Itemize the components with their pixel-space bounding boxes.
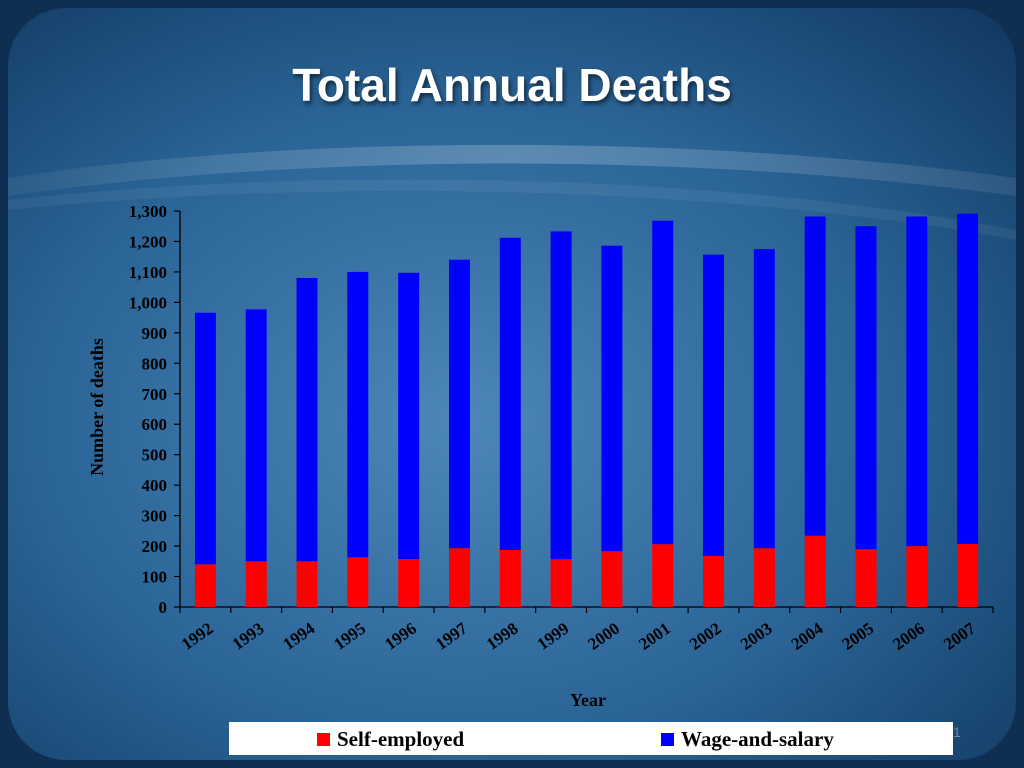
x-tick-label: 2006 (889, 619, 928, 654)
y-tick-label: 900 (142, 324, 168, 343)
y-tick-label: 0 (159, 598, 168, 617)
bar-self-employed (550, 559, 572, 607)
y-tick-label: 700 (142, 385, 168, 404)
bar-self-employed (957, 543, 979, 607)
x-axis-title: Year (570, 690, 606, 710)
y-tick-label: 600 (142, 415, 168, 434)
x-tick-label: 1996 (381, 619, 420, 654)
x-tick-label: 1999 (534, 619, 573, 654)
x-tick-label: 2000 (584, 619, 623, 654)
legend: Self-employed Wage-and-salary (229, 722, 953, 755)
decorative-arc-lower (8, 179, 1016, 240)
bar-wage-and-salary (347, 271, 369, 558)
bar-self-employed (296, 561, 318, 607)
bar-wage-and-salary (652, 220, 674, 545)
bar-self-employed (245, 561, 267, 607)
bar-wage-and-salary (703, 254, 724, 556)
x-tick-label: 2002 (686, 619, 725, 654)
bar-wage-and-salary (398, 272, 420, 560)
x-tick-label: 2004 (788, 618, 827, 653)
legend-item-wage-and-salary: Wage-and-salary (661, 727, 834, 752)
slide-title: Total Annual Deaths (292, 59, 732, 111)
y-tick-label: 800 (142, 354, 168, 373)
y-tick-label: 1,200 (129, 232, 167, 251)
y-tick-label: 300 (142, 507, 168, 526)
legend-swatch-self-employed (317, 733, 330, 746)
x-tick-label: 1997 (432, 618, 471, 653)
x-tick-label: 1995 (330, 619, 369, 654)
bar-self-employed (804, 535, 826, 607)
bar-wage-and-salary (804, 216, 826, 536)
bar-wage-and-salary (855, 226, 877, 550)
bar-self-employed (753, 548, 775, 607)
bar-self-employed (601, 551, 623, 607)
y-tick-label: 100 (142, 568, 168, 587)
bar-wage-and-salary (449, 259, 470, 549)
y-axis-title: Number of deaths (87, 338, 107, 476)
legend-item-self-employed: Self-employed (317, 727, 464, 752)
legend-label-wage-and-salary: Wage-and-salary (681, 727, 834, 751)
x-tick-label: 2001 (635, 619, 674, 654)
x-tick-label: 2007 (940, 618, 979, 653)
bar-wage-and-salary (753, 249, 775, 549)
bar-self-employed (703, 555, 724, 607)
bar-self-employed (398, 559, 420, 607)
x-tick-label: 2003 (737, 619, 776, 654)
bar-wage-and-salary (906, 216, 928, 547)
bar-self-employed (652, 544, 674, 607)
y-tick-label: 400 (142, 476, 168, 495)
bar-wage-and-salary (245, 309, 267, 562)
y-tick-label: 1,000 (129, 293, 167, 312)
x-tick-label: 2005 (839, 619, 878, 654)
bar-wage-and-salary (194, 312, 216, 565)
y-tick-label: 1,300 (129, 202, 167, 221)
y-tick-label: 1,100 (129, 263, 167, 282)
bar-self-employed (194, 564, 216, 607)
y-tick-label: 500 (142, 446, 168, 465)
y-axis: 0 100 200 300 400 500 600 700 800 900 1,000 1,100 1,… (129, 202, 181, 617)
bar-wage-and-salary (296, 278, 318, 562)
decorative-arc (8, 144, 1016, 196)
bar-self-employed (906, 546, 928, 607)
x-axis: 1992 1993 1994 1995 1996 1997 1998 1999 2000 2001… (178, 606, 994, 654)
bar-wage-and-salary (550, 231, 572, 560)
x-tick-label: 1994 (280, 618, 319, 653)
bar-wage-and-salary (957, 213, 979, 544)
x-tick-label: 1998 (483, 619, 522, 654)
bar-self-employed (855, 549, 877, 607)
bar-self-employed (499, 550, 521, 607)
bar-self-employed (449, 548, 470, 607)
bars (194, 213, 979, 607)
x-tick-label: 1992 (178, 619, 217, 654)
x-tick-label: 1993 (229, 619, 268, 654)
y-tick-label: 200 (142, 537, 168, 556)
legend-swatch-wage-and-salary (661, 733, 674, 746)
slide-number: 1 (953, 724, 961, 740)
bar-wage-and-salary (601, 245, 623, 552)
legend-label-self-employed: Self-employed (337, 727, 465, 751)
bar-wage-and-salary (499, 237, 521, 551)
bar-self-employed (347, 557, 369, 607)
